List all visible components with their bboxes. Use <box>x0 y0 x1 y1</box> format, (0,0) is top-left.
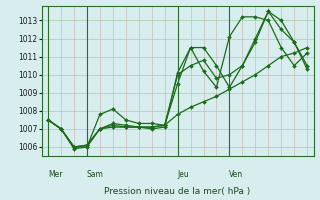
Text: Jeu: Jeu <box>178 170 189 179</box>
Text: Sam: Sam <box>87 170 104 179</box>
Text: Pression niveau de la mer( hPa ): Pression niveau de la mer( hPa ) <box>104 187 251 196</box>
Text: Ven: Ven <box>229 170 244 179</box>
Text: Mer: Mer <box>48 170 63 179</box>
